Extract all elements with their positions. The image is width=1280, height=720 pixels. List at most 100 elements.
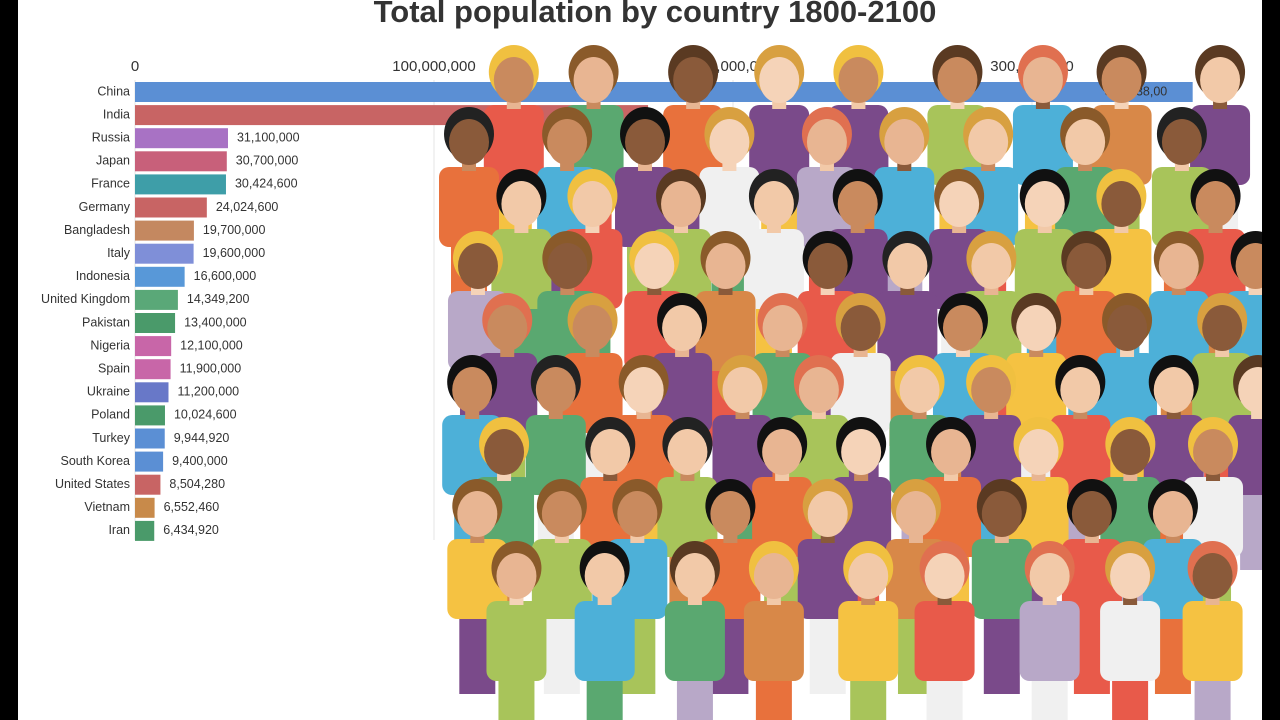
- category-label: Germany: [79, 200, 131, 214]
- person-body: [749, 105, 810, 185]
- category-label: Pakistan: [82, 315, 130, 329]
- person-face: [840, 305, 881, 351]
- person-body: [797, 539, 858, 619]
- person-body: [752, 477, 813, 557]
- person-face: [798, 367, 839, 413]
- value-label: 30,700,000: [236, 154, 299, 168]
- crowd-person: [1019, 541, 1080, 720]
- crowd-person: [797, 479, 858, 694]
- person-face: [457, 491, 498, 537]
- person-face: [1071, 491, 1112, 537]
- person-face: [942, 305, 983, 351]
- category-label: Poland: [91, 408, 130, 422]
- bar: [135, 336, 172, 357]
- person-body: [1183, 477, 1244, 557]
- crowd-person: [700, 479, 761, 694]
- person-face: [1107, 305, 1148, 351]
- person-face: [937, 57, 978, 103]
- person-face: [535, 367, 576, 413]
- crowd-person: [1061, 479, 1122, 694]
- person-body: [1143, 415, 1204, 495]
- person-face: [971, 367, 1012, 413]
- bar: [135, 266, 185, 287]
- person-body: [914, 601, 975, 681]
- category-label: Turkey: [92, 431, 130, 445]
- person-face: [496, 553, 537, 599]
- person-face: [895, 491, 936, 537]
- person-face: [484, 429, 525, 475]
- person-face: [547, 119, 588, 165]
- value-label: 14,349,200: [187, 292, 250, 306]
- bar: [135, 220, 194, 241]
- crowd-person: [664, 541, 725, 720]
- bar: [135, 128, 228, 149]
- value-label: 30,424,600: [235, 177, 298, 191]
- bar: [135, 451, 164, 472]
- person-face: [1018, 429, 1059, 475]
- chart-title: Total population by country 1800-2100: [374, 0, 937, 29]
- person-face: [710, 491, 751, 537]
- category-label: Indonesia: [76, 269, 130, 283]
- person-face: [899, 367, 940, 413]
- crowd-illustration: [439, 45, 1280, 720]
- person-face: [884, 119, 925, 165]
- bars: China353,738,00IndiaRussia31,100,000Japa…: [41, 82, 1193, 541]
- person-body: [874, 167, 935, 247]
- person-face: [452, 367, 493, 413]
- person-face: [1152, 491, 1193, 537]
- person-face: [931, 429, 972, 475]
- category-label: Ukraine: [87, 385, 130, 399]
- person-body: [830, 353, 891, 433]
- person-body: [486, 601, 547, 681]
- person-face: [762, 429, 803, 475]
- person-face: [837, 181, 878, 227]
- person-face: [634, 243, 675, 289]
- person-face: [709, 119, 750, 165]
- bar: [135, 520, 155, 541]
- person-body: [1050, 415, 1111, 495]
- category-label: Vietnam: [84, 500, 130, 514]
- value-label: 8,504,280: [169, 477, 225, 491]
- category-label: Japan: [96, 154, 130, 168]
- bar: [135, 359, 171, 380]
- person-face: [753, 553, 794, 599]
- person-face: [807, 243, 848, 289]
- person-face: [1101, 57, 1142, 103]
- value-label: 31,100,000: [237, 130, 300, 144]
- bar: [135, 243, 194, 264]
- value-label: 24,024,600: [216, 200, 279, 214]
- person-face: [722, 367, 763, 413]
- person-body: [1012, 105, 1073, 185]
- person-body: [743, 601, 804, 681]
- bar: [135, 474, 161, 495]
- person-face: [1101, 181, 1142, 227]
- bar: [135, 289, 178, 310]
- crowd-person: [971, 479, 1032, 694]
- person-body: [491, 229, 552, 309]
- person-face: [753, 181, 794, 227]
- category-label: Bangladesh: [64, 223, 130, 237]
- person-face: [487, 305, 528, 351]
- person-face: [806, 119, 847, 165]
- person-face: [841, 429, 882, 475]
- person-face: [661, 181, 702, 227]
- bar: [135, 313, 176, 333]
- person-face: [705, 243, 746, 289]
- person-face: [838, 57, 879, 103]
- person-face: [807, 491, 848, 537]
- category-label: Spain: [98, 361, 130, 375]
- value-label: 11,900,000: [180, 361, 242, 375]
- bar: [135, 197, 207, 218]
- person-face: [674, 553, 715, 599]
- person-face: [590, 429, 631, 475]
- person-body: [483, 105, 544, 185]
- person-face: [673, 57, 714, 103]
- person-face: [1022, 57, 1063, 103]
- person-face: [968, 119, 1009, 165]
- person-face: [662, 305, 703, 351]
- value-label: 9,944,920: [174, 431, 230, 445]
- crowd-person: [1142, 479, 1203, 694]
- bar: [135, 174, 226, 195]
- bar: [135, 497, 155, 518]
